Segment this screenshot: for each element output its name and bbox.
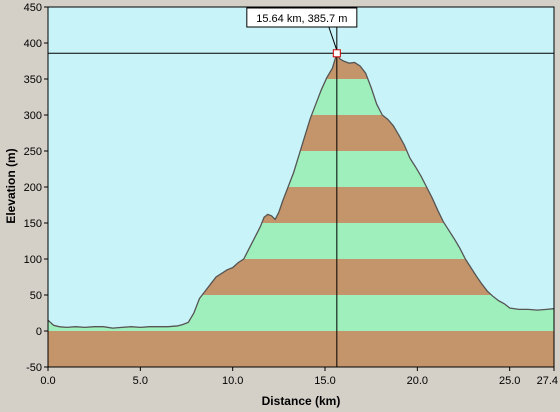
x-tick-label: 27.4: [537, 375, 558, 387]
cursor-layer: 15.64 km, 385.7 m: [48, 7, 554, 367]
x-axis-title: Distance (km): [262, 394, 341, 408]
x-tick-label: 10.0: [222, 375, 243, 387]
x-tick-label: 20.0: [407, 375, 428, 387]
y-tick-label: 100: [24, 254, 42, 266]
elevation-band: [48, 331, 554, 367]
y-tick-label: 450: [24, 2, 42, 14]
y-tick-label: 50: [30, 290, 42, 302]
y-tick-label: 400: [24, 38, 42, 50]
y-tick-label: 0: [36, 326, 42, 338]
cursor-callout-leader: [328, 26, 338, 51]
x-tick-label: 0.0: [40, 375, 55, 387]
y-tick-label: 300: [24, 110, 42, 122]
y-tick-label: 350: [24, 74, 42, 86]
x-tick-label: 5.0: [133, 375, 148, 387]
cursor-readout-box: [246, 7, 358, 28]
y-axis-title: Elevation (m): [4, 148, 18, 223]
x-tick-label: 15.0: [314, 375, 335, 387]
cursor-marker: [332, 49, 341, 58]
axes: -50 0 50 100 150 200 250 300 350 400 450 0.0 5.0 10.0…: [24, 2, 558, 387]
y-tick-label: -50: [26, 362, 42, 374]
cursor-readout: 15.64 km, 385.7 m: [256, 13, 347, 25]
plot-area: [47, 7, 555, 367]
y-tick-label: 250: [24, 146, 42, 158]
x-tick-label: 25.0: [499, 375, 520, 387]
profile-line: [47, 51, 555, 329]
y-tick-label: 200: [24, 182, 42, 194]
y-tick-label: 150: [24, 218, 42, 230]
